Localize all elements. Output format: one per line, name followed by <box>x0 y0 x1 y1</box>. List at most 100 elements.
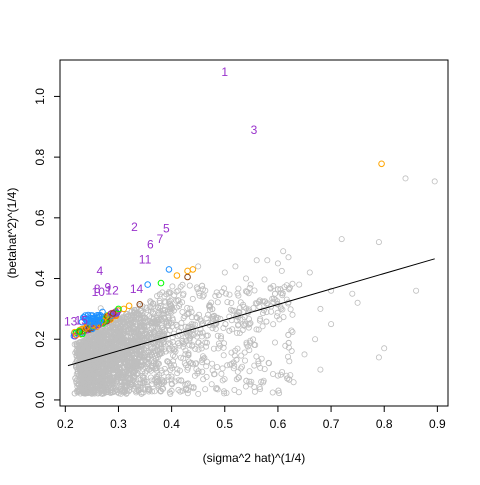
background-point <box>136 332 143 339</box>
background-point <box>220 352 227 359</box>
background-point <box>121 356 128 363</box>
background-point <box>200 355 207 362</box>
background-point <box>86 383 93 390</box>
background-point <box>189 361 196 368</box>
background-point <box>97 369 104 376</box>
point-label: 6 <box>147 238 154 252</box>
background-point <box>306 269 313 276</box>
background-point <box>261 298 268 305</box>
y-tick-label: 1.0 <box>33 88 47 105</box>
point-label: 13 <box>64 315 78 329</box>
background-point <box>240 304 247 311</box>
highlight-band-point <box>87 312 95 319</box>
background-point <box>147 374 154 381</box>
point-label: 4 <box>97 264 104 278</box>
background-point <box>112 342 119 349</box>
highlight-band-point <box>107 310 115 317</box>
background-point <box>79 383 86 390</box>
y-tick-label: 0.0 <box>33 391 47 408</box>
background-point <box>209 367 216 374</box>
background-point <box>165 373 172 380</box>
background-point <box>196 292 203 299</box>
background-point <box>277 371 284 378</box>
background-point <box>238 352 245 359</box>
background-point <box>127 326 134 333</box>
background-point <box>101 353 108 360</box>
background-point <box>135 383 142 390</box>
background-point <box>75 377 82 384</box>
background-point <box>233 329 240 336</box>
background-point <box>284 375 291 382</box>
background-point <box>83 377 90 384</box>
background-point <box>212 325 219 332</box>
background-point <box>278 305 285 312</box>
background-point <box>199 353 206 360</box>
background-point <box>156 351 163 358</box>
background-point <box>78 343 85 350</box>
background-point <box>91 338 98 345</box>
background-point <box>104 380 111 387</box>
background-point <box>285 339 292 346</box>
background-point <box>126 343 133 350</box>
background-point <box>257 364 264 371</box>
background-point <box>235 308 242 315</box>
background-point <box>133 346 140 353</box>
background-point <box>235 285 242 292</box>
background-point <box>253 326 260 333</box>
background-point <box>209 313 216 320</box>
background-point <box>184 366 191 373</box>
background-point <box>127 375 134 382</box>
background-point <box>81 349 88 356</box>
point-label: 8 <box>94 282 101 296</box>
background-point <box>220 388 227 395</box>
background-point <box>263 309 270 316</box>
background-point <box>89 375 96 382</box>
background-point <box>195 263 202 270</box>
background-point <box>245 321 252 328</box>
background-point <box>153 346 160 353</box>
background-point <box>198 342 205 349</box>
background-point <box>175 287 182 294</box>
background-point <box>289 311 296 318</box>
background-point <box>143 345 150 352</box>
x-tick-label: 0.4 <box>163 417 180 431</box>
background-point <box>253 257 260 264</box>
background-point <box>375 239 382 246</box>
point-label: 2 <box>131 220 138 234</box>
background-point <box>285 331 292 338</box>
background-point <box>79 381 86 388</box>
background-point <box>413 287 420 294</box>
background-point <box>245 315 252 322</box>
background-point <box>119 313 126 320</box>
background-point <box>106 355 113 362</box>
background-point <box>131 354 138 361</box>
background-point <box>149 364 156 371</box>
background-point <box>150 310 157 317</box>
background-point <box>241 322 248 329</box>
background-point <box>236 305 243 312</box>
background-point <box>94 387 101 394</box>
background-point <box>275 387 282 394</box>
background-point <box>179 299 186 306</box>
highlight-points-layer <box>99 160 385 317</box>
background-point <box>221 269 228 276</box>
highlight-band-layer <box>70 307 122 340</box>
background-point <box>209 315 216 322</box>
background-point <box>189 295 196 302</box>
background-point <box>144 328 151 335</box>
background-point <box>174 323 181 330</box>
background-point <box>150 328 157 335</box>
background-point <box>129 314 136 321</box>
background-point <box>73 364 80 371</box>
background-point <box>84 370 91 377</box>
background-point <box>282 342 289 349</box>
background-point <box>247 281 254 288</box>
background-point <box>110 360 117 367</box>
background-point <box>107 376 114 383</box>
background-point <box>317 366 324 373</box>
background-point <box>100 332 107 339</box>
background-point <box>98 373 105 380</box>
background-point <box>229 307 236 314</box>
highlight-point <box>99 308 106 316</box>
background-point <box>123 311 130 318</box>
